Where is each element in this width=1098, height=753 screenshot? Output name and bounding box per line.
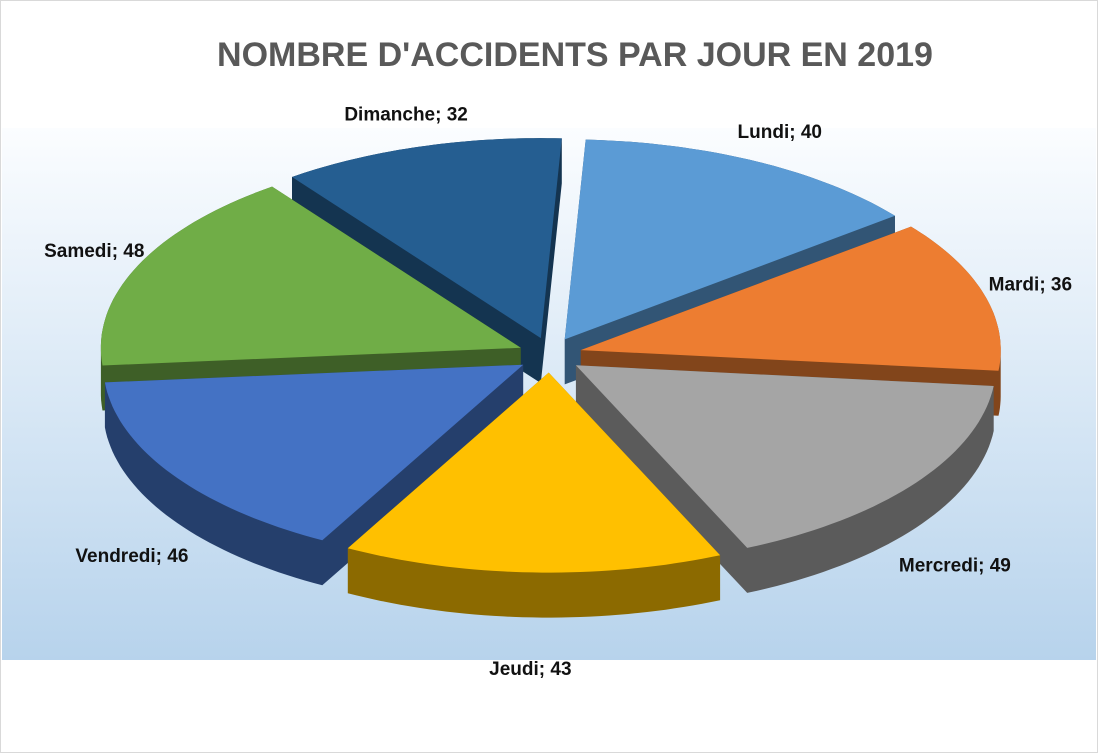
data-label: Vendredi; 46 xyxy=(75,546,188,567)
slice xyxy=(292,138,562,339)
data-label: Mardi; 36 xyxy=(989,275,1072,296)
data-label: Samedi; 48 xyxy=(44,241,144,262)
slice xyxy=(347,372,721,573)
slice xyxy=(564,139,895,340)
labels: Lundi; 40 Mardi; 36 Mercredi; 49 Jeudi; 43 V… xyxy=(44,105,1072,680)
data-label: Dimanche; 32 xyxy=(344,105,468,126)
slice xyxy=(104,364,524,541)
slice xyxy=(580,226,1001,371)
data-label: Mercredi; 49 xyxy=(899,556,1011,577)
slice xyxy=(100,186,521,366)
pie xyxy=(100,138,1001,618)
slice xyxy=(575,365,994,548)
data-label: Jeudi; 43 xyxy=(489,659,571,680)
chart-title: NOMBRE D'ACCIDENTS PAR JOUR EN 2019 xyxy=(217,36,933,74)
data-label: Lundi; 40 xyxy=(738,122,822,143)
